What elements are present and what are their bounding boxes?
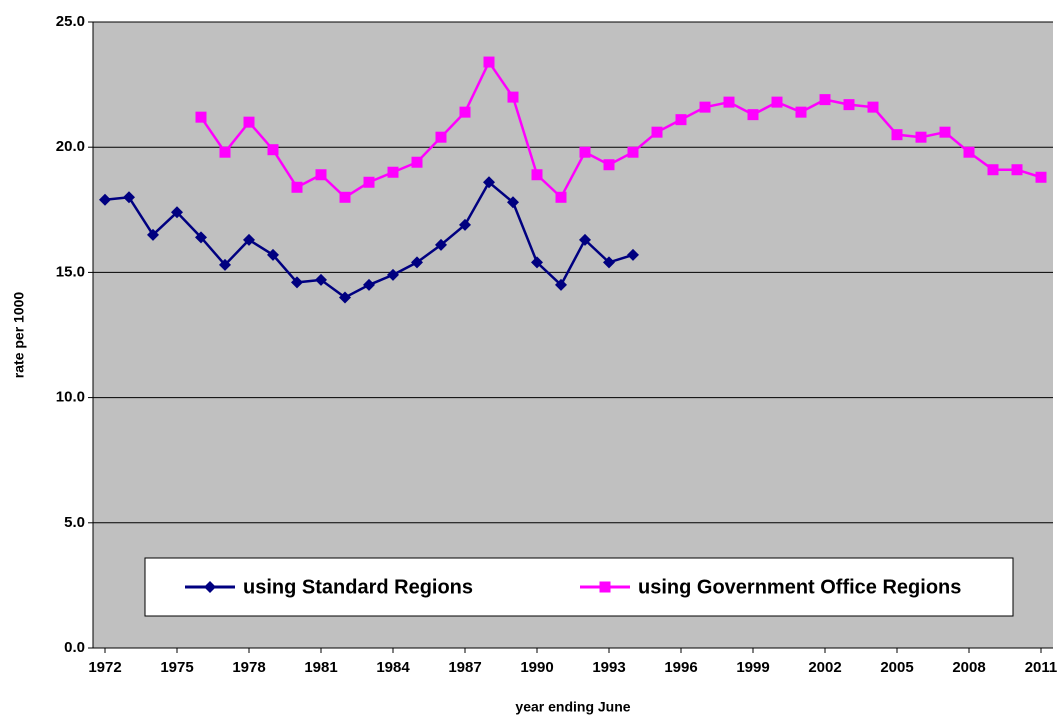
marker: [147, 228, 159, 241]
y-tick-label: 15.0: [56, 263, 85, 280]
marker: [531, 256, 543, 269]
marker: [99, 193, 111, 206]
marker: [1035, 171, 1047, 183]
marker: [723, 96, 735, 108]
marker: [555, 278, 567, 291]
marker: [195, 231, 207, 244]
marker: [363, 176, 375, 188]
legend: using Standard Regions using Government O…: [144, 557, 1014, 617]
marker: [243, 233, 255, 246]
marker: [387, 166, 399, 178]
marker: [315, 169, 327, 181]
x-tick-label: 2011: [1025, 659, 1058, 676]
x-tick-label: 2008: [952, 659, 985, 676]
marker: [1011, 164, 1023, 176]
marker: [483, 56, 495, 68]
marker: [315, 273, 327, 286]
marker: [219, 258, 231, 271]
x-tick-label: 1999: [736, 659, 769, 676]
marker: [459, 218, 471, 231]
marker: [483, 176, 495, 189]
marker: [171, 206, 183, 219]
marker: [627, 248, 639, 261]
y-tick-label: 25.0: [56, 13, 85, 30]
marker: [435, 131, 447, 143]
marker: [915, 131, 927, 143]
marker: [603, 159, 615, 171]
marker: [411, 256, 423, 269]
legend-marker: [599, 581, 611, 593]
marker: [987, 164, 999, 176]
marker: [219, 146, 231, 158]
marker: [651, 126, 663, 138]
marker: [291, 276, 303, 289]
marker: [459, 106, 471, 118]
marker: [771, 96, 783, 108]
x-tick-label: 1981: [304, 659, 337, 676]
series-layer: [99, 56, 1047, 304]
x-tick-label: 1972: [88, 659, 121, 676]
x-tick-label: 1975: [160, 659, 193, 676]
marker: [123, 191, 135, 204]
legend-label: using Standard Regions: [243, 576, 473, 598]
marker: [243, 116, 255, 128]
marker: [747, 109, 759, 121]
marker: [963, 146, 975, 158]
marker: [843, 99, 855, 111]
y-axis-title: rate per 1000: [11, 292, 27, 379]
marker: [891, 129, 903, 141]
x-tick-label: 2002: [808, 659, 841, 676]
y-tick-label: 0.0: [64, 639, 85, 656]
marker: [531, 169, 543, 181]
x-tick-label: 1990: [520, 659, 553, 676]
marker: [411, 156, 423, 168]
legend-box: [144, 557, 1014, 617]
marker: [603, 256, 615, 269]
marker: [339, 291, 351, 304]
marker: [579, 146, 591, 158]
marker: [699, 101, 711, 113]
x-tick-label: 1984: [376, 659, 410, 676]
marker: [267, 144, 279, 156]
legend-label: using Government Office Regions: [638, 576, 961, 598]
marker: [675, 114, 687, 126]
x-tick-label: 1993: [592, 659, 625, 676]
marker: [339, 191, 351, 203]
y-tick-label: 5.0: [64, 514, 85, 531]
marker: [363, 278, 375, 291]
marker: [195, 111, 207, 123]
marker: [507, 91, 519, 103]
marker: [507, 196, 519, 209]
marker: [291, 181, 303, 193]
x-axis-title: year ending June: [515, 699, 630, 715]
marker: [795, 106, 807, 118]
marker: [555, 191, 567, 203]
marker: [579, 233, 591, 246]
x-tick-label: 1987: [448, 659, 481, 676]
y-tick-label: 20.0: [56, 138, 85, 155]
marker: [867, 101, 879, 113]
marker: [627, 146, 639, 158]
legend-marker: [204, 581, 216, 593]
marker: [819, 94, 831, 106]
marker: [435, 238, 447, 251]
x-tick-label: 1978: [232, 659, 265, 676]
marker: [387, 268, 399, 281]
y-tick-label: 10.0: [56, 389, 85, 406]
plot-area: [93, 22, 1053, 648]
marker: [267, 248, 279, 261]
x-tick-label: 2005: [880, 659, 913, 676]
marker: [939, 126, 951, 138]
x-tick-label: 1996: [664, 659, 697, 676]
